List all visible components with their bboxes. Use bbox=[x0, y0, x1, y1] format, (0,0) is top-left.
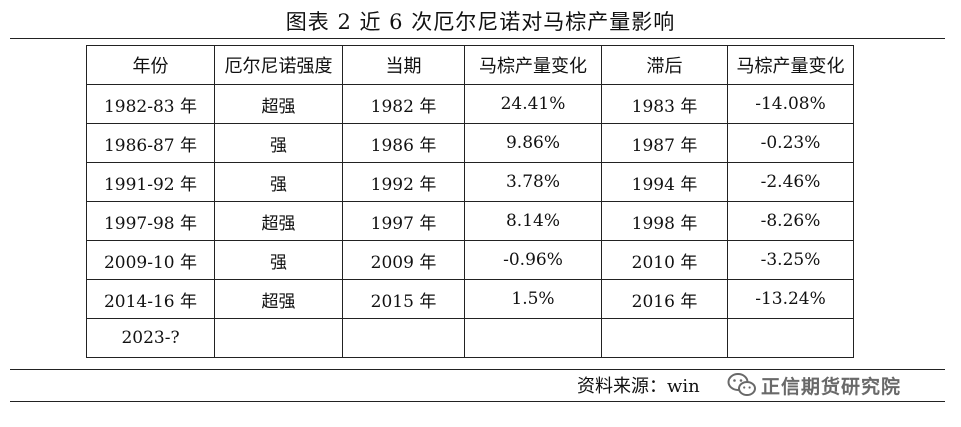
table-cell: 2014-16 年 bbox=[86, 279, 215, 319]
column-header-el-nino-strength: 厄尔尼诺强度 bbox=[214, 45, 343, 85]
table-cell: 2009 年 bbox=[342, 240, 465, 280]
table-cell: 2023-? bbox=[86, 318, 215, 358]
table-cell: 1982 年 bbox=[342, 84, 465, 124]
table-cell bbox=[727, 318, 854, 358]
table-cell: 1.5% bbox=[464, 279, 602, 319]
el-nino-impact-table: 年份 厄尔尼诺强度 当期 马棕产量变化 滞后 马棕产量变化 1982-83 年 … bbox=[86, 45, 854, 358]
column-header-current-period: 当期 bbox=[342, 45, 465, 85]
table-cell: 强 bbox=[214, 240, 343, 280]
table-row: 1986-87 年 强 1986 年 9.86% 1987 年 -0.23% bbox=[86, 123, 854, 163]
table-cell: -2.46% bbox=[727, 162, 854, 202]
table-cell: -3.25% bbox=[727, 240, 854, 280]
table-row: 1982-83 年 超强 1982 年 24.41% 1983 年 -14.08… bbox=[86, 84, 854, 124]
table-cell: 超强 bbox=[214, 201, 343, 241]
column-header-lag-period: 滞后 bbox=[601, 45, 728, 85]
watermark-text: 正信期货研究院 bbox=[761, 375, 902, 398]
source-top-rule bbox=[10, 369, 945, 370]
table-cell: -8.26% bbox=[727, 201, 854, 241]
table-cell: 超强 bbox=[214, 279, 343, 319]
table-cell: -14.08% bbox=[727, 84, 854, 124]
table-cell: 2009-10 年 bbox=[86, 240, 215, 280]
figure-title: 图表 2 近 6 次厄尔尼诺对马棕产量影响 bbox=[285, 10, 676, 34]
table-cell: 24.41% bbox=[464, 84, 602, 124]
table-cell: 1998 年 bbox=[601, 201, 728, 241]
watermark: 正信期货研究院 bbox=[727, 370, 901, 400]
column-header-palm-output-change: 马棕产量变化 bbox=[464, 45, 602, 85]
table-cell: 1994 年 bbox=[601, 162, 728, 202]
bottom-rule bbox=[10, 401, 945, 402]
table-cell: 9.86% bbox=[464, 123, 602, 163]
title-underline bbox=[10, 38, 945, 39]
table-cell: 1992 年 bbox=[342, 162, 465, 202]
table-cell bbox=[464, 318, 602, 358]
table-cell: -13.24% bbox=[727, 279, 854, 319]
table-cell: 超强 bbox=[214, 84, 343, 124]
table-cell: 1997-98 年 bbox=[86, 201, 215, 241]
table-row: 2014-16 年 超强 2015 年 1.5% 2016 年 -13.24% bbox=[86, 279, 854, 319]
table-row: 1997-98 年 超强 1997 年 8.14% 1998 年 -8.26% bbox=[86, 201, 854, 241]
table-cell: 3.78% bbox=[464, 162, 602, 202]
table-cell: 1983 年 bbox=[601, 84, 728, 124]
wechat-logo-icon bbox=[727, 373, 756, 396]
table-cell: 2015 年 bbox=[342, 279, 465, 319]
column-header-year: 年份 bbox=[86, 45, 215, 85]
table-cell: 1991-92 年 bbox=[86, 162, 215, 202]
table-cell: -0.23% bbox=[727, 123, 854, 163]
table-cell: 1987 年 bbox=[601, 123, 728, 163]
table-cell: 2010 年 bbox=[601, 240, 728, 280]
table-cell bbox=[601, 318, 728, 358]
table-cell: 2016 年 bbox=[601, 279, 728, 319]
source-note: 资料来源：win bbox=[577, 376, 700, 397]
table-row: 2009-10 年 强 2009 年 -0.96% 2010 年 -3.25% bbox=[86, 240, 854, 280]
table-cell bbox=[342, 318, 465, 358]
table-row: 2023-? bbox=[86, 318, 854, 358]
table-cell: 强 bbox=[214, 123, 343, 163]
table-cell bbox=[214, 318, 343, 358]
table-cell: -0.96% bbox=[464, 240, 602, 280]
table-cell: 1986-87 年 bbox=[86, 123, 215, 163]
table-cell: 1982-83 年 bbox=[86, 84, 215, 124]
table-cell: 1986 年 bbox=[342, 123, 465, 163]
table-header-row: 年份 厄尔尼诺强度 当期 马棕产量变化 滞后 马棕产量变化 bbox=[86, 45, 854, 85]
table-cell: 8.14% bbox=[464, 201, 602, 241]
table-row: 1991-92 年 强 1992 年 3.78% 1994 年 -2.46% bbox=[86, 162, 854, 202]
column-header-lag-palm-output-change: 马棕产量变化 bbox=[727, 45, 854, 85]
table-cell: 1997 年 bbox=[342, 201, 465, 241]
table-cell: 强 bbox=[214, 162, 343, 202]
